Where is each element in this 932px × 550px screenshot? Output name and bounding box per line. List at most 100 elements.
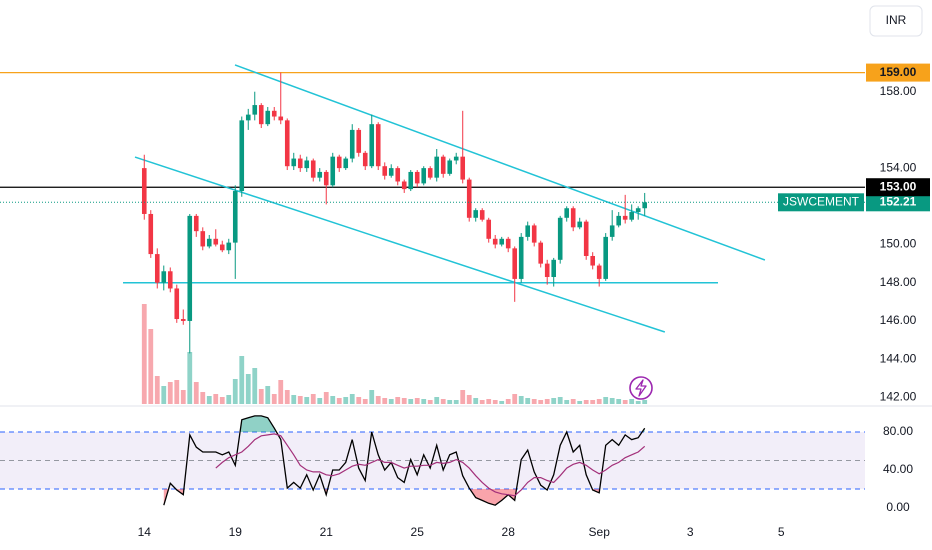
volume-bar <box>635 401 641 404</box>
candle-body <box>213 238 219 245</box>
volume-bar <box>642 400 648 404</box>
candle-body <box>141 168 147 214</box>
volume-bar <box>479 400 485 404</box>
candle-body <box>544 263 550 278</box>
volume-bar <box>473 398 479 404</box>
candle-body <box>284 120 290 167</box>
candle-body <box>291 158 297 167</box>
candle-body <box>570 208 576 228</box>
candle-body <box>304 160 310 169</box>
y-tick-label: 40.00 <box>883 462 913 476</box>
volume-bar <box>512 394 518 404</box>
candle-body <box>590 255 595 266</box>
volume-bar <box>317 398 323 404</box>
volume-bar <box>271 394 277 404</box>
candle-body <box>564 208 570 218</box>
currency-button[interactable] <box>869 5 923 37</box>
volume-bar <box>525 398 531 404</box>
y-tick-label: 154.00 <box>880 160 917 174</box>
volume-bar <box>258 389 264 404</box>
volume-bar <box>486 399 492 404</box>
y-tick-label: 158.00 <box>880 84 917 98</box>
candle-body <box>616 215 621 226</box>
currency-label[interactable]: INR <box>886 13 907 27</box>
candle-body <box>265 110 271 125</box>
candle-body <box>505 238 511 249</box>
volume-bar <box>557 397 563 404</box>
candle-body <box>382 166 388 176</box>
candle-body <box>343 158 349 169</box>
y-tick-label: 146.00 <box>880 313 917 327</box>
volume-bar <box>596 399 602 404</box>
candle-body <box>609 225 615 237</box>
volume-bar <box>421 399 427 404</box>
candle-body <box>206 238 212 247</box>
y-tick-label: 150.00 <box>880 237 917 251</box>
alert-icon[interactable] <box>629 376 653 400</box>
volume-bar <box>499 401 505 404</box>
candle-body <box>180 319 186 321</box>
x-tick-label: Sep <box>589 525 611 539</box>
candle-body <box>323 171 329 186</box>
volume-bar <box>200 392 206 404</box>
symbol-label: JSWCEMENT <box>783 194 860 208</box>
candle-body <box>466 179 472 218</box>
candle-body <box>401 181 407 190</box>
candle-body <box>258 105 264 125</box>
volume-bar <box>427 400 433 404</box>
candle-body <box>232 191 238 243</box>
volume-bar <box>518 396 524 404</box>
y-tick-label: 148.00 <box>880 275 917 289</box>
volume-bar <box>356 397 362 404</box>
volume-bar <box>187 352 193 404</box>
trendline <box>234 64 766 261</box>
candle-body <box>635 208 641 213</box>
volume-bar <box>616 399 622 404</box>
volume-bar <box>343 397 349 404</box>
candle-body <box>330 156 336 186</box>
volume-bar <box>388 399 394 404</box>
volume-bar <box>375 396 381 404</box>
volume-bar <box>297 396 303 404</box>
volume-bar <box>141 304 147 404</box>
candle-body <box>245 114 251 121</box>
volume-bar <box>148 329 154 404</box>
x-tick-label: 28 <box>502 525 516 539</box>
volume-bar <box>330 396 336 404</box>
candle-body <box>278 116 284 121</box>
volume-bar <box>252 368 258 404</box>
volume-bar <box>401 398 407 404</box>
candle-body <box>167 271 173 289</box>
candle-body <box>499 238 505 245</box>
candle-body <box>388 168 394 176</box>
candle-body <box>460 156 466 180</box>
candle-body <box>200 231 206 247</box>
candle-body <box>408 171 414 190</box>
candle-body <box>395 168 401 182</box>
volume-bar <box>232 379 238 404</box>
candle-body <box>154 254 160 283</box>
candle-body <box>596 265 602 279</box>
candle-body <box>629 212 634 220</box>
volume-bar <box>245 374 251 404</box>
plot-layer: 158.00 154.00 150.00 148.00 146.00 144.00 142.… <box>0 63 930 539</box>
candle-body <box>193 215 199 232</box>
candle-body <box>369 124 375 167</box>
candle-body <box>174 288 180 320</box>
volume-bar <box>414 398 420 404</box>
volume-bar <box>622 400 628 404</box>
candle-body <box>440 156 446 174</box>
candle-body <box>427 168 433 178</box>
volume-bar <box>453 400 459 404</box>
volume-bar <box>310 394 316 404</box>
rsi-line <box>163 415 646 506</box>
candle-body <box>577 221 582 228</box>
volume-bar <box>577 401 583 404</box>
volume-bar <box>336 398 342 404</box>
y-tick-label: 0.00 <box>886 500 910 514</box>
volume-bar <box>564 400 570 404</box>
volume-bar <box>278 380 284 404</box>
x-tick-label: 3 <box>687 525 694 539</box>
candle-body <box>525 225 531 237</box>
